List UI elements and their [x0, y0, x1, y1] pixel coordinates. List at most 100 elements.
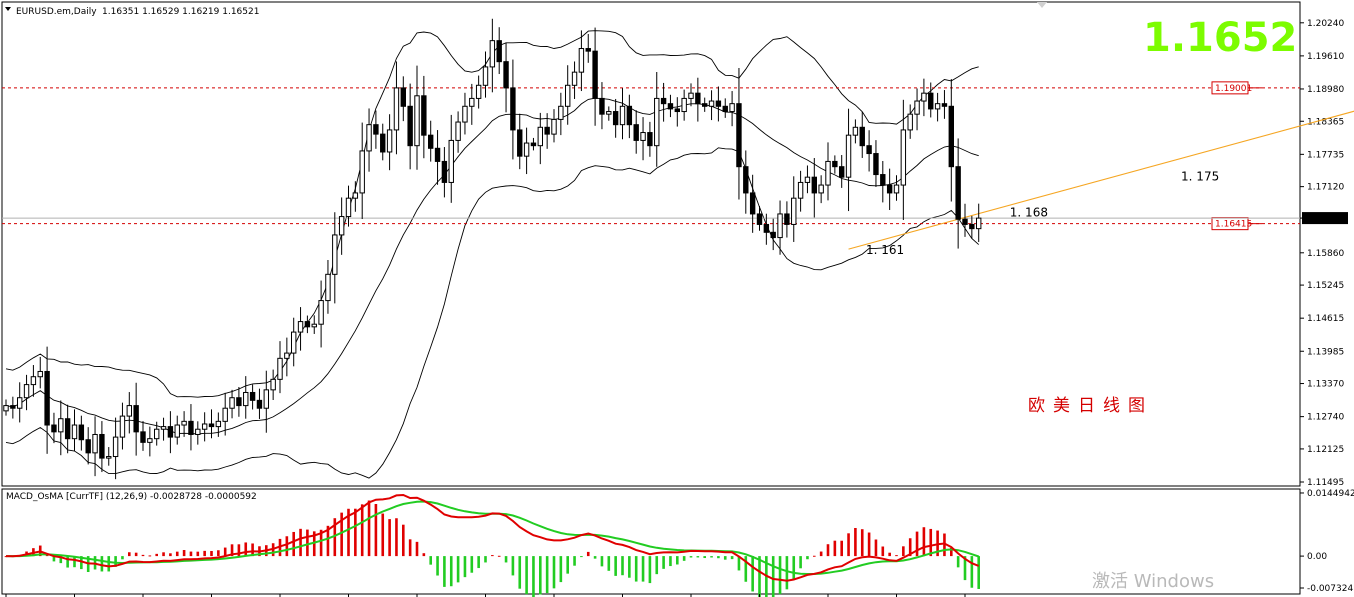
osma-bar — [518, 556, 522, 589]
candle-bull — [921, 92, 927, 102]
osma-bar — [456, 556, 460, 583]
candle-bull — [291, 331, 297, 354]
candle-bull — [284, 352, 290, 359]
candle-bull — [475, 84, 482, 99]
osma-bar — [477, 556, 480, 569]
osma-bar — [532, 556, 535, 597]
osma-bar — [107, 556, 111, 572]
osma-bar — [463, 556, 467, 578]
candle-bull — [729, 103, 735, 113]
candle-bull — [37, 370, 43, 378]
osma-bar — [915, 531, 919, 557]
osma-bar — [285, 536, 289, 557]
candle-bear — [10, 405, 16, 409]
osma-bar — [888, 552, 891, 557]
current-price-tag — [1302, 212, 1348, 225]
candle-bear — [736, 103, 742, 168]
price-tick-label: 1.11495 — [1307, 478, 1344, 488]
candle-bull — [359, 150, 365, 194]
candle-bull — [58, 418, 64, 433]
candle-bear — [626, 105, 633, 126]
osma-bar — [299, 528, 302, 557]
candle-bull — [688, 92, 694, 99]
osma-bar — [662, 556, 665, 569]
candle-bull — [311, 323, 317, 328]
osma-bar — [600, 556, 604, 567]
price-annotation: 1. 161 — [866, 243, 904, 257]
osma-bar — [730, 556, 734, 560]
osma-bar — [545, 556, 549, 594]
candle-bear — [859, 126, 865, 147]
candle-bull — [914, 100, 920, 115]
osma-bar — [539, 556, 542, 595]
osma-bar — [751, 556, 754, 592]
osma-bar — [59, 556, 63, 564]
candle-bull — [366, 124, 372, 152]
scroll-marker-icon — [1037, 2, 1047, 8]
osma-bar — [319, 529, 323, 557]
candle-bear — [585, 48, 591, 52]
candle-bear — [866, 145, 872, 155]
osma-bar — [559, 556, 563, 583]
osma-bar — [854, 527, 857, 557]
candle-bull — [352, 192, 359, 199]
candle-bear — [667, 103, 674, 110]
price-annotation: 1. 168 — [1010, 205, 1048, 219]
osma-bar — [908, 538, 912, 557]
candle-bull — [976, 217, 982, 230]
candle-bull — [263, 389, 270, 409]
osma-bar — [182, 550, 186, 557]
osma-bar — [593, 556, 597, 559]
candle-bull — [277, 357, 283, 380]
price-annotation: 1. 175 — [1181, 170, 1219, 184]
candle-bear — [832, 160, 838, 168]
osma-bar — [381, 513, 385, 557]
candle-bull — [215, 420, 222, 428]
candle-bull — [469, 97, 475, 107]
candle-bull — [619, 105, 626, 126]
osma-bar — [525, 556, 528, 595]
candle-bull — [17, 397, 23, 409]
candle-bull — [825, 160, 831, 186]
osma-bar — [196, 551, 200, 557]
macd-signal-line — [6, 500, 980, 575]
osma-bar — [80, 556, 83, 570]
candle-bull — [195, 428, 201, 435]
osma-bar — [388, 519, 391, 557]
osma-bar — [867, 532, 871, 557]
osma-bar — [771, 556, 775, 597]
candle-bear — [763, 223, 770, 233]
osma-bar — [436, 556, 439, 576]
osma-bar — [134, 552, 138, 557]
osma-histogram — [4, 500, 980, 597]
osma-bar — [408, 539, 412, 557]
candle-bear — [530, 142, 537, 147]
osma-bar — [66, 556, 69, 568]
candle-bull — [907, 113, 913, 131]
osma-bar — [628, 556, 631, 578]
candle-bear — [948, 105, 954, 168]
osma-bar — [847, 533, 850, 557]
candle-bull — [332, 234, 338, 275]
osma-bar — [210, 550, 213, 557]
candle-bear — [599, 97, 605, 115]
candle-bear — [249, 391, 256, 401]
candle-bear — [99, 433, 105, 459]
candle-bull — [112, 436, 119, 458]
candle-bull — [386, 129, 393, 153]
osma-bar — [744, 556, 748, 582]
osma-bar — [710, 556, 713, 558]
price-tick-label: 1.14615 — [1307, 314, 1344, 324]
osma-bar — [840, 540, 843, 557]
osma-bar — [367, 500, 371, 557]
osma-bar — [504, 556, 508, 563]
candle-bear — [969, 223, 975, 230]
candle-bull — [804, 176, 811, 183]
candle-bull — [154, 428, 160, 440]
candle-bull — [606, 111, 612, 115]
osma-bar — [717, 556, 720, 559]
osma-bar — [792, 556, 796, 580]
candle-bear — [660, 97, 667, 105]
osma-bar — [114, 556, 117, 567]
candle-bull — [900, 129, 907, 186]
